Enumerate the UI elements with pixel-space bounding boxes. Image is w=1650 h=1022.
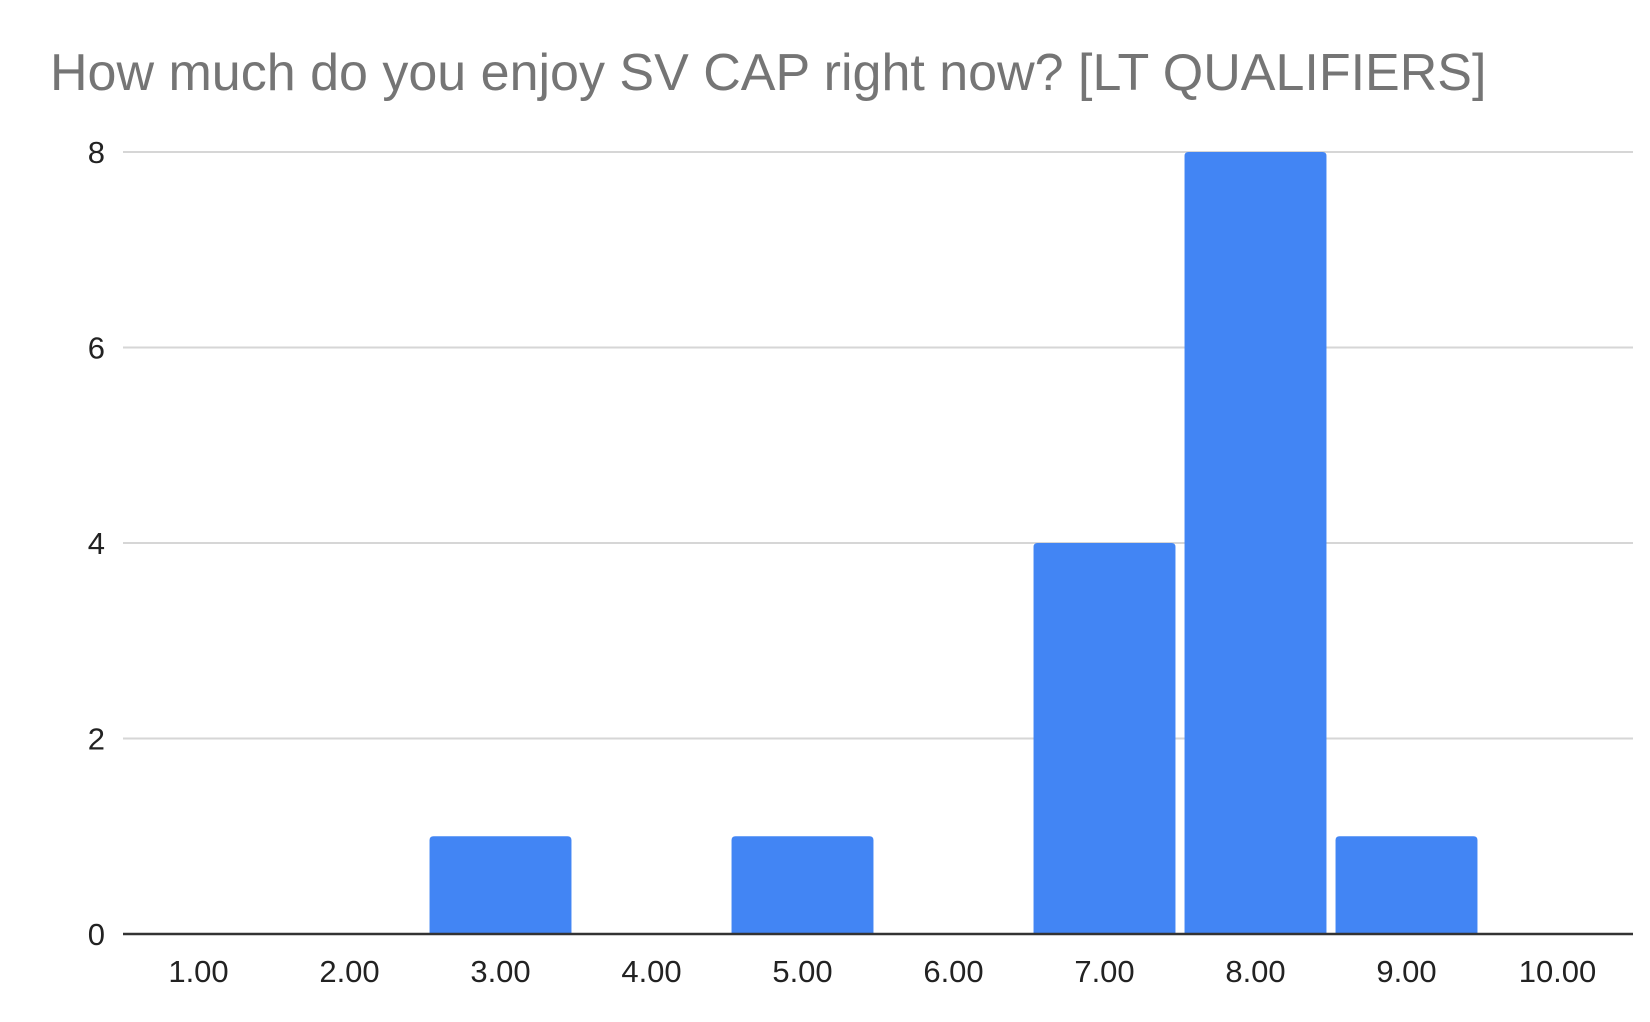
x-tick-label: 2.00: [319, 954, 379, 989]
x-tick-label: 5.00: [772, 954, 832, 989]
x-tick-label: 1.00: [168, 954, 228, 989]
y-axis-ticks: 0 2 4 6 8: [88, 135, 105, 952]
y-tick-label: 8: [88, 135, 105, 170]
x-tick-label: 4.00: [621, 954, 681, 989]
x-tick-label: 8.00: [1225, 954, 1285, 989]
x-tick-label: 3.00: [470, 954, 530, 989]
chart-title: How much do you enjoy SV CAP right now? …: [50, 44, 1486, 102]
x-tick-label: 10.00: [1519, 954, 1597, 989]
y-tick-label: 2: [88, 722, 105, 757]
bar-7.00: [1033, 543, 1176, 934]
x-tick-label: 7.00: [1074, 954, 1134, 989]
x-axis-ticks: 1.00 2.00 3.00 4.00 5.00 6.00 7.00 8.00 9.00 10.0…: [168, 954, 1596, 989]
bars: [429, 152, 1478, 934]
gridlines: [123, 151, 1633, 740]
bar-3.00: [429, 836, 572, 934]
y-tick-label: 6: [88, 331, 105, 366]
y-tick-label: 0: [88, 917, 105, 952]
y-tick-label: 4: [88, 526, 105, 561]
x-tick-label: 9.00: [1376, 954, 1436, 989]
bar-8.00: [1184, 152, 1327, 934]
x-tick-label: 6.00: [923, 954, 983, 989]
bar-5.00: [731, 836, 874, 934]
bar-9.00: [1335, 836, 1478, 934]
